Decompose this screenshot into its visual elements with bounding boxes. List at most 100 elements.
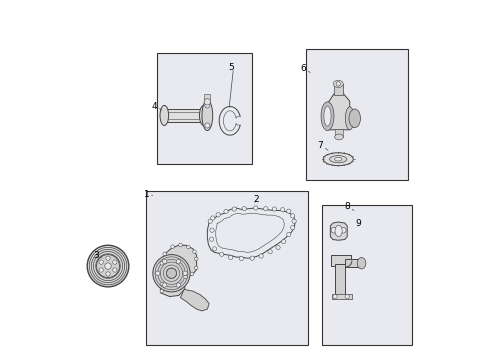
- Circle shape: [212, 247, 217, 251]
- Circle shape: [179, 243, 182, 247]
- Text: 5: 5: [228, 63, 234, 72]
- Polygon shape: [327, 94, 350, 130]
- Text: 8: 8: [344, 202, 350, 211]
- Circle shape: [176, 283, 180, 287]
- Circle shape: [190, 272, 194, 276]
- Ellipse shape: [357, 257, 366, 269]
- Circle shape: [268, 249, 272, 254]
- Circle shape: [287, 232, 291, 237]
- Circle shape: [187, 245, 190, 249]
- Ellipse shape: [335, 134, 343, 140]
- Ellipse shape: [97, 255, 120, 278]
- Circle shape: [345, 294, 349, 299]
- Bar: [334, 84, 343, 95]
- Bar: [164, 109, 204, 122]
- Circle shape: [195, 257, 198, 261]
- Bar: [335, 129, 343, 137]
- Circle shape: [106, 256, 110, 260]
- Polygon shape: [180, 289, 209, 311]
- Circle shape: [161, 282, 164, 286]
- Circle shape: [99, 260, 103, 264]
- Circle shape: [99, 268, 103, 272]
- Circle shape: [183, 271, 187, 275]
- Ellipse shape: [324, 106, 331, 126]
- Circle shape: [163, 283, 167, 287]
- Ellipse shape: [345, 107, 354, 130]
- Bar: [157, 53, 252, 164]
- Circle shape: [163, 259, 167, 264]
- Circle shape: [156, 271, 160, 275]
- Circle shape: [171, 245, 174, 248]
- Circle shape: [280, 208, 285, 212]
- Circle shape: [160, 261, 164, 265]
- Text: 6: 6: [300, 64, 306, 73]
- Ellipse shape: [323, 153, 353, 166]
- Bar: [204, 94, 210, 102]
- Circle shape: [291, 226, 295, 230]
- Circle shape: [210, 237, 214, 241]
- Bar: [335, 264, 345, 297]
- Circle shape: [282, 239, 286, 244]
- Circle shape: [276, 245, 280, 249]
- Circle shape: [228, 255, 233, 260]
- Ellipse shape: [321, 102, 334, 131]
- Ellipse shape: [336, 82, 341, 86]
- Circle shape: [287, 209, 291, 213]
- Circle shape: [291, 214, 295, 218]
- Circle shape: [272, 207, 276, 211]
- Circle shape: [232, 207, 236, 211]
- Polygon shape: [161, 245, 196, 297]
- Circle shape: [254, 206, 258, 210]
- Ellipse shape: [199, 105, 208, 126]
- Ellipse shape: [87, 245, 129, 287]
- Text: 2: 2: [253, 195, 259, 204]
- Circle shape: [176, 259, 180, 264]
- Circle shape: [105, 263, 111, 269]
- Bar: [345, 259, 362, 267]
- Bar: [306, 49, 408, 180]
- Circle shape: [259, 254, 263, 258]
- Circle shape: [205, 123, 210, 128]
- Bar: [332, 294, 351, 299]
- Circle shape: [333, 294, 337, 299]
- Ellipse shape: [153, 255, 190, 292]
- Ellipse shape: [330, 156, 347, 163]
- Ellipse shape: [335, 157, 342, 161]
- Text: 7: 7: [318, 141, 323, 150]
- Circle shape: [184, 275, 187, 279]
- Circle shape: [242, 207, 246, 211]
- Circle shape: [204, 99, 211, 105]
- Circle shape: [195, 266, 198, 270]
- Ellipse shape: [333, 80, 343, 87]
- Bar: [322, 205, 412, 345]
- Circle shape: [106, 272, 110, 276]
- Circle shape: [331, 227, 337, 233]
- Bar: [331, 255, 351, 266]
- Ellipse shape: [160, 105, 169, 126]
- Circle shape: [205, 103, 210, 108]
- Ellipse shape: [335, 225, 342, 237]
- Text: 9: 9: [355, 219, 361, 228]
- Ellipse shape: [167, 268, 176, 278]
- Circle shape: [160, 289, 164, 293]
- Circle shape: [224, 210, 228, 214]
- Bar: [147, 191, 308, 345]
- Circle shape: [113, 260, 117, 264]
- Circle shape: [264, 207, 268, 211]
- Circle shape: [163, 252, 167, 256]
- Circle shape: [216, 213, 220, 217]
- Text: 4: 4: [151, 102, 157, 111]
- Circle shape: [193, 250, 196, 253]
- Ellipse shape: [349, 109, 361, 128]
- Polygon shape: [330, 222, 347, 240]
- Circle shape: [239, 256, 244, 261]
- Circle shape: [292, 219, 296, 224]
- Text: 1: 1: [144, 190, 149, 199]
- Circle shape: [210, 228, 214, 232]
- Text: 3: 3: [93, 251, 99, 260]
- Circle shape: [250, 256, 254, 260]
- Circle shape: [113, 268, 117, 272]
- Circle shape: [220, 252, 224, 256]
- Circle shape: [208, 219, 212, 224]
- Circle shape: [341, 227, 346, 233]
